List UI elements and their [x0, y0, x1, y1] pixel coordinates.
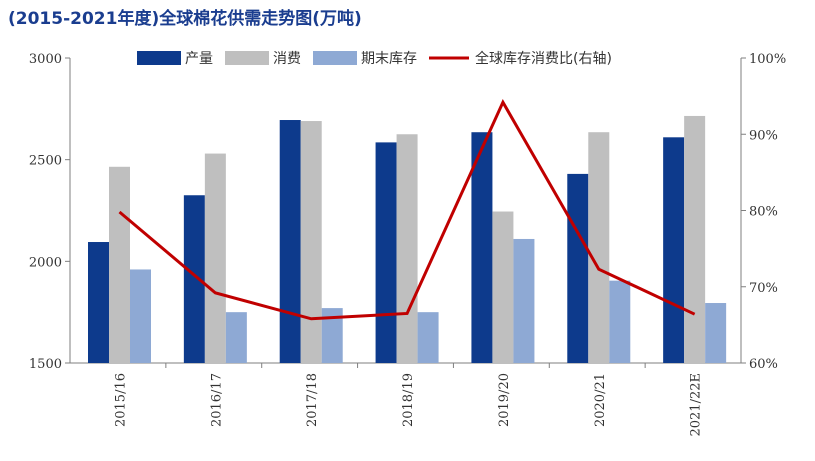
right-tick-label: 70%: [749, 281, 778, 296]
bar-ending-stock: [225, 312, 247, 363]
legend-label-1: 消费: [273, 51, 301, 67]
right-tick-label: 80%: [749, 205, 778, 220]
left-tick-label: 3000: [29, 52, 62, 67]
bar-ending-stock: [609, 280, 631, 363]
left-tick-label: 2500: [29, 154, 62, 169]
x-tick-label: 2017/18: [305, 373, 320, 427]
bar-production: [471, 132, 493, 363]
x-tick-label: 2019/20: [497, 373, 512, 427]
bar-consumption: [204, 153, 226, 363]
left-tick-label: 1500: [29, 357, 62, 372]
bar-ending-stock: [321, 308, 343, 363]
bar-consumption: [588, 132, 610, 363]
x-tick-label: 2020/21: [593, 373, 608, 427]
legend-label-3: 全球库存消费比(右轴): [475, 50, 612, 67]
bar-consumption: [109, 166, 130, 363]
bar-consumption: [396, 134, 418, 363]
x-tick-label: 2015/16: [114, 373, 129, 427]
left-tick-label: 2000: [29, 255, 62, 270]
legend-label-2: 期末库存: [361, 51, 417, 67]
bar-ending-stock: [513, 238, 535, 363]
bar-production: [375, 142, 397, 363]
bar-consumption: [492, 211, 514, 363]
bar-production: [567, 173, 589, 363]
bar-ending-stock: [705, 303, 727, 363]
bar-ending-stock: [417, 312, 439, 363]
bar-production: [663, 137, 685, 363]
legend-swatch-1: [225, 51, 269, 65]
legend-swatch-2: [313, 51, 357, 65]
bar-ending-stock: [130, 269, 151, 363]
x-tick-label: 2021/22E: [689, 373, 704, 437]
legend-label-0: 产量: [185, 51, 213, 67]
right-tick-label: 60%: [749, 357, 778, 372]
x-tick-label: 2016/17: [209, 373, 224, 427]
legend-swatch-0: [137, 51, 181, 65]
right-tick-label: 100%: [749, 52, 786, 67]
x-tick-label: 2018/19: [401, 373, 416, 427]
bar-production: [183, 195, 205, 363]
bar-production: [88, 242, 109, 363]
bar-production: [279, 120, 301, 364]
bar-consumption: [300, 121, 322, 364]
right-tick-label: 90%: [749, 128, 778, 143]
chart-title: (2015-2021年度)全球棉花供需走势图(万吨): [8, 9, 362, 29]
bar-consumption: [684, 115, 706, 363]
